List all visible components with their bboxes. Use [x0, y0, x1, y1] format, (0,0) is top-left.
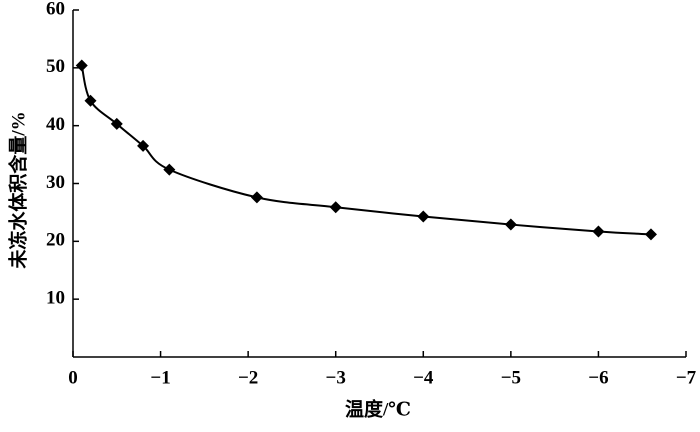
x-tick-label: −2	[238, 367, 258, 388]
marker	[84, 94, 97, 107]
marker	[417, 210, 430, 223]
marker	[75, 59, 88, 72]
marker	[250, 191, 263, 204]
x-tick-label: −7	[676, 367, 697, 388]
x-tick-label: −5	[501, 367, 521, 388]
marker	[137, 139, 150, 152]
y-tick-label: 40	[46, 114, 65, 135]
marker	[163, 163, 176, 176]
y-tick-label: 50	[46, 56, 65, 77]
x-tick-label: −1	[150, 367, 170, 388]
y-tick-label: 60	[46, 0, 65, 19]
marker	[592, 225, 605, 238]
y-axis-label: 未冻水体积含量/%	[6, 111, 29, 269]
x-axis-label: 温度/℃	[345, 397, 411, 420]
marker	[644, 228, 657, 241]
marker	[329, 201, 342, 214]
line	[80, 65, 652, 236]
marker	[110, 117, 123, 130]
y-tick-label: 10	[46, 288, 65, 309]
marker	[504, 218, 517, 231]
y-tick-label: 20	[46, 230, 65, 251]
x-tick-label: 0	[68, 367, 78, 388]
x-tick-label: −4	[413, 367, 434, 388]
x-tick-label: −6	[588, 367, 608, 388]
x-tick-label: −3	[326, 367, 346, 388]
y-tick-label: 30	[46, 172, 65, 193]
